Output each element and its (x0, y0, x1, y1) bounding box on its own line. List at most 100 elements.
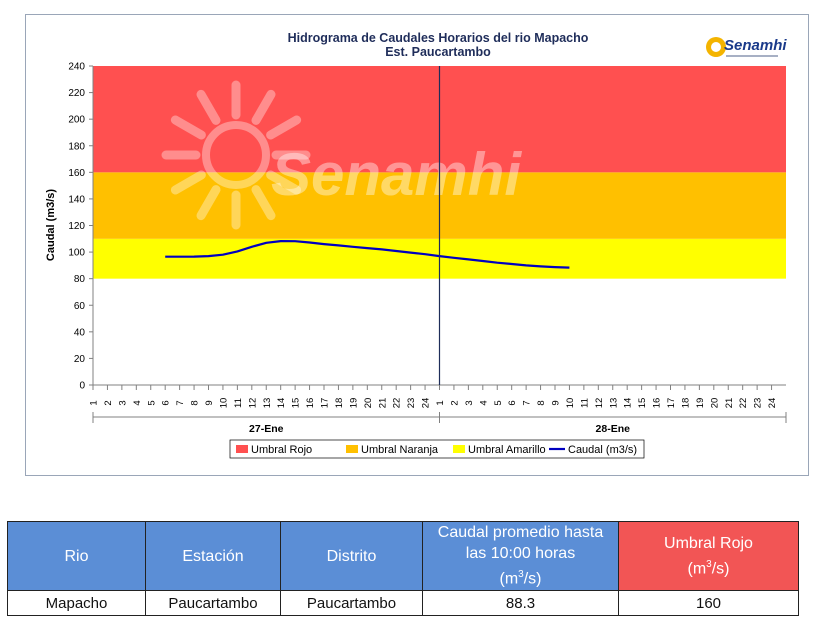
y-axis-label: Caudal (m3/s) (45, 189, 57, 261)
sun-icon-core (711, 42, 721, 52)
x-tick-label: 16 (652, 398, 663, 409)
x-tick-label: 1 (435, 400, 446, 405)
x-tick-label: 12 (247, 398, 258, 409)
y-tick-label: 60 (74, 301, 86, 312)
x-tick-label: 15 (291, 398, 302, 409)
summary-table: Rio Estación Distrito Caudal promedio ha… (7, 521, 799, 616)
table-row: Mapacho Paucartambo Paucartambo 88.3 160 (7, 590, 799, 616)
header-distrito: Distrito (280, 521, 423, 591)
x-tick-label: 19 (348, 398, 359, 409)
header-umbral-rojo: Umbral Rojo (m3/s) (618, 521, 799, 591)
x-tick-label: 22 (738, 398, 749, 409)
header-umbral-units: (m3/s) (687, 558, 730, 578)
header-caudal-promedio: Caudal promedio hasta las 10:00 horas (m… (422, 521, 619, 591)
y-tick-label: 200 (68, 115, 85, 126)
x-tick-label: 1 (89, 400, 100, 405)
legend-swatch (453, 445, 465, 453)
x-tick-label: 10 (218, 398, 229, 409)
y-tick-label: 100 (68, 248, 85, 259)
legend: Umbral Rojo Umbral Naranja Umbral Amarillo… (229, 439, 645, 459)
x-tick-label: 22 (392, 398, 403, 409)
x-tick-label: 7 (175, 400, 186, 405)
x-tick-label: 13 (262, 398, 273, 409)
y-tick-label: 20 (74, 354, 86, 365)
hydrograph-chart: Senamhi 02040608010012014016018020022024… (45, 31, 787, 459)
watermark-sun-ray (251, 89, 276, 125)
watermark-sun-ray (196, 185, 221, 221)
x-tick-label: 4 (478, 400, 489, 405)
legend-label: Umbral Amarillo (468, 444, 546, 456)
y-tick-label: 40 (74, 327, 86, 338)
x-tick-label: 21 (724, 398, 735, 409)
y-tick-label: 180 (68, 141, 85, 152)
x-tick-label: 21 (377, 398, 388, 409)
chart-subtitle: Est. Paucartambo (385, 45, 491, 59)
x-tick-label: 4 (132, 400, 143, 405)
cell-rio: Mapacho (7, 590, 146, 616)
senamhi-logo: Senamhi (706, 37, 787, 57)
legend-label: Umbral Naranja (361, 444, 439, 456)
watermark-sun-ray (266, 170, 302, 195)
y-tick-label: 120 (68, 221, 85, 232)
x-tick-label: 24 (767, 398, 778, 409)
x-tick-label: 3 (464, 400, 475, 405)
watermark-sun-icon (202, 121, 270, 189)
x-tick-label: 19 (695, 398, 706, 409)
x-tick-label: 14 (276, 398, 287, 409)
x-tick-label: 14 (623, 398, 634, 409)
y-tick-label: 140 (68, 194, 85, 205)
x-tick-label: 5 (146, 400, 157, 405)
header-caudal-units: (m3/s) (499, 569, 542, 588)
x-tick-label: 16 (305, 398, 316, 409)
watermark-sun-ray (196, 89, 221, 125)
x-tick-label: 9 (204, 400, 215, 405)
x-tick-label: 17 (320, 398, 331, 409)
cell-umbral-rojo: 160 (618, 590, 799, 616)
y-tick-label: 240 (68, 62, 85, 73)
x-tick-label: 20 (709, 398, 720, 409)
chart-title: Hidrograma de Caudales Horarios del rio … (288, 31, 589, 45)
x-tick-label: 7 (522, 400, 533, 405)
y-tick-label: 80 (74, 274, 86, 285)
watermark-sun-ray (170, 170, 206, 195)
watermark-text: Senamhi (271, 141, 522, 208)
x-tick-label: 8 (190, 400, 201, 405)
x-tick-label: 6 (161, 400, 172, 405)
y-tick-label: 220 (68, 88, 85, 99)
logo-text: Senamhi (724, 37, 787, 54)
cell-distrito: Paucartambo (280, 590, 423, 616)
x-tick-label: 10 (565, 398, 576, 409)
x-tick-label: 11 (579, 398, 590, 408)
x-tick-label: 8 (536, 400, 547, 405)
watermark-sun-ray (266, 115, 302, 140)
header-estacion: Estación (145, 521, 281, 591)
legend-swatch (236, 445, 248, 453)
cell-caudal-promedio: 88.3 (422, 590, 619, 616)
x-tick-label: 15 (637, 398, 648, 409)
header-umbral-rojo-label: Umbral Rojo (664, 534, 753, 552)
y-tick-label: 0 (79, 381, 85, 392)
cell-estacion: Paucartambo (145, 590, 281, 616)
x-tick-label: 2 (449, 400, 460, 405)
x-tick-label: 13 (608, 398, 619, 409)
x-tick-label: 12 (594, 398, 605, 409)
watermark-sun-ray (170, 115, 206, 140)
watermark-sun-ray (251, 185, 276, 221)
x-tick-label: 20 (363, 398, 374, 409)
day-label: 27-Ene (249, 423, 284, 435)
day-label: 28-Ene (596, 423, 631, 435)
x-tick-label: 11 (233, 398, 244, 408)
header-caudal-promedio-label: Caudal promedio hasta las 10:00 horas (437, 524, 604, 563)
y-tick-label: 160 (68, 168, 85, 179)
x-tick-label: 17 (666, 398, 677, 409)
legend-box (229, 439, 645, 459)
x-tick-label: 9 (551, 400, 562, 405)
x-tick-label: 23 (753, 398, 764, 409)
legend-swatch (346, 445, 358, 453)
x-tick-label: 2 (103, 400, 114, 405)
legend-label: Caudal (m3/s) (568, 444, 637, 456)
x-tick-label: 6 (507, 400, 518, 405)
x-tick-label: 5 (493, 400, 504, 405)
legend-label: Umbral Rojo (251, 444, 312, 456)
x-tick-label: 18 (334, 398, 345, 409)
